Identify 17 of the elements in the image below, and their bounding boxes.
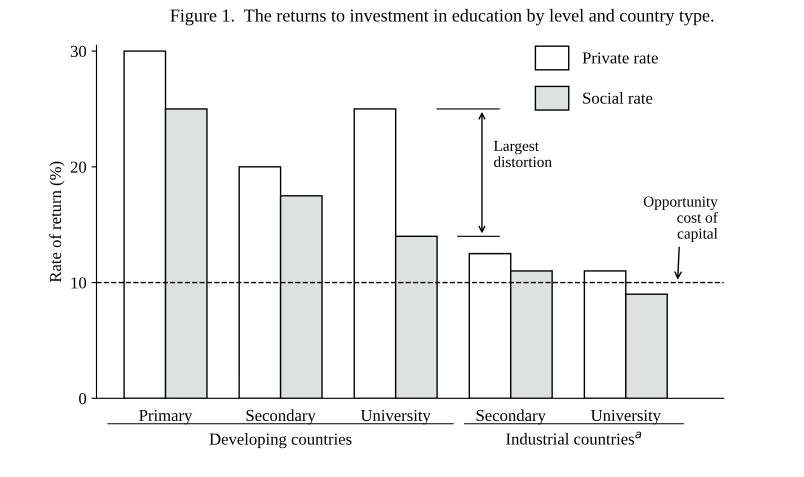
ref-line-label: Opportunity cost of capital xyxy=(644,196,718,242)
annotation: Largest distortion xyxy=(494,140,552,168)
legend-label: Private rate xyxy=(582,52,658,64)
x-tick-label: University xyxy=(590,410,661,425)
y-tick-label: 10 xyxy=(72,277,86,289)
text: Industrial countries$^{a}$ xyxy=(506,432,642,445)
text: Developing countries xyxy=(210,433,352,448)
y-tick-label: 30 xyxy=(70,46,86,58)
x-tick-label: Secondary xyxy=(246,409,316,425)
legend-label: Social rate xyxy=(583,92,652,104)
x-tick-label: Primary xyxy=(139,410,192,425)
x-tick-label: Secondary xyxy=(476,409,546,425)
x-tick-label: University xyxy=(360,410,431,425)
y-tick-label: 0 xyxy=(79,392,86,404)
y-axis-title: Rate of return (%) xyxy=(49,162,65,282)
chart-title: Figure 1. The returns to investment in education by level and country type. xyxy=(170,8,714,26)
y-tick-label: 20 xyxy=(70,162,86,173)
